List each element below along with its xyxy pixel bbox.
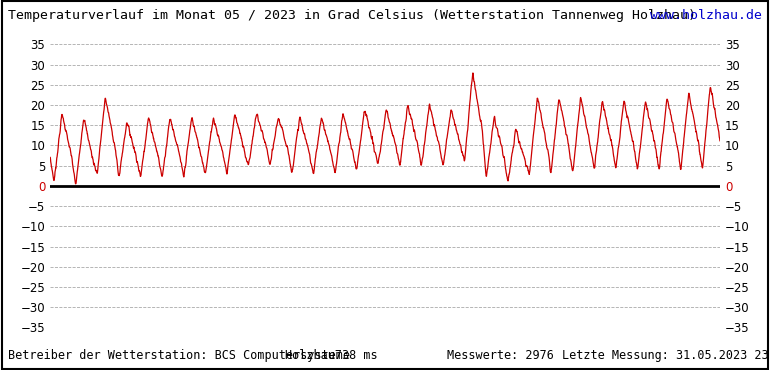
Text: Betreiber der Wetterstation: BCS Computersysteme: Betreiber der Wetterstation: BCS Compute… — [8, 349, 350, 362]
Text: Temperaturverlauf im Monat 05 / 2023 in Grad Celsius (Wetterstation Tannenweg Ho: Temperaturverlauf im Monat 05 / 2023 in … — [8, 9, 696, 22]
Text: Messwerte: 2976: Messwerte: 2976 — [447, 349, 554, 362]
Text: Letzte Messung: 31.05.2023 23:45 Uhr: Letzte Messung: 31.05.2023 23:45 Uhr — [562, 349, 770, 362]
Text: www.holzhau.de: www.holzhau.de — [651, 9, 762, 22]
Text: Holzhau738 ms: Holzhau738 ms — [285, 349, 377, 362]
